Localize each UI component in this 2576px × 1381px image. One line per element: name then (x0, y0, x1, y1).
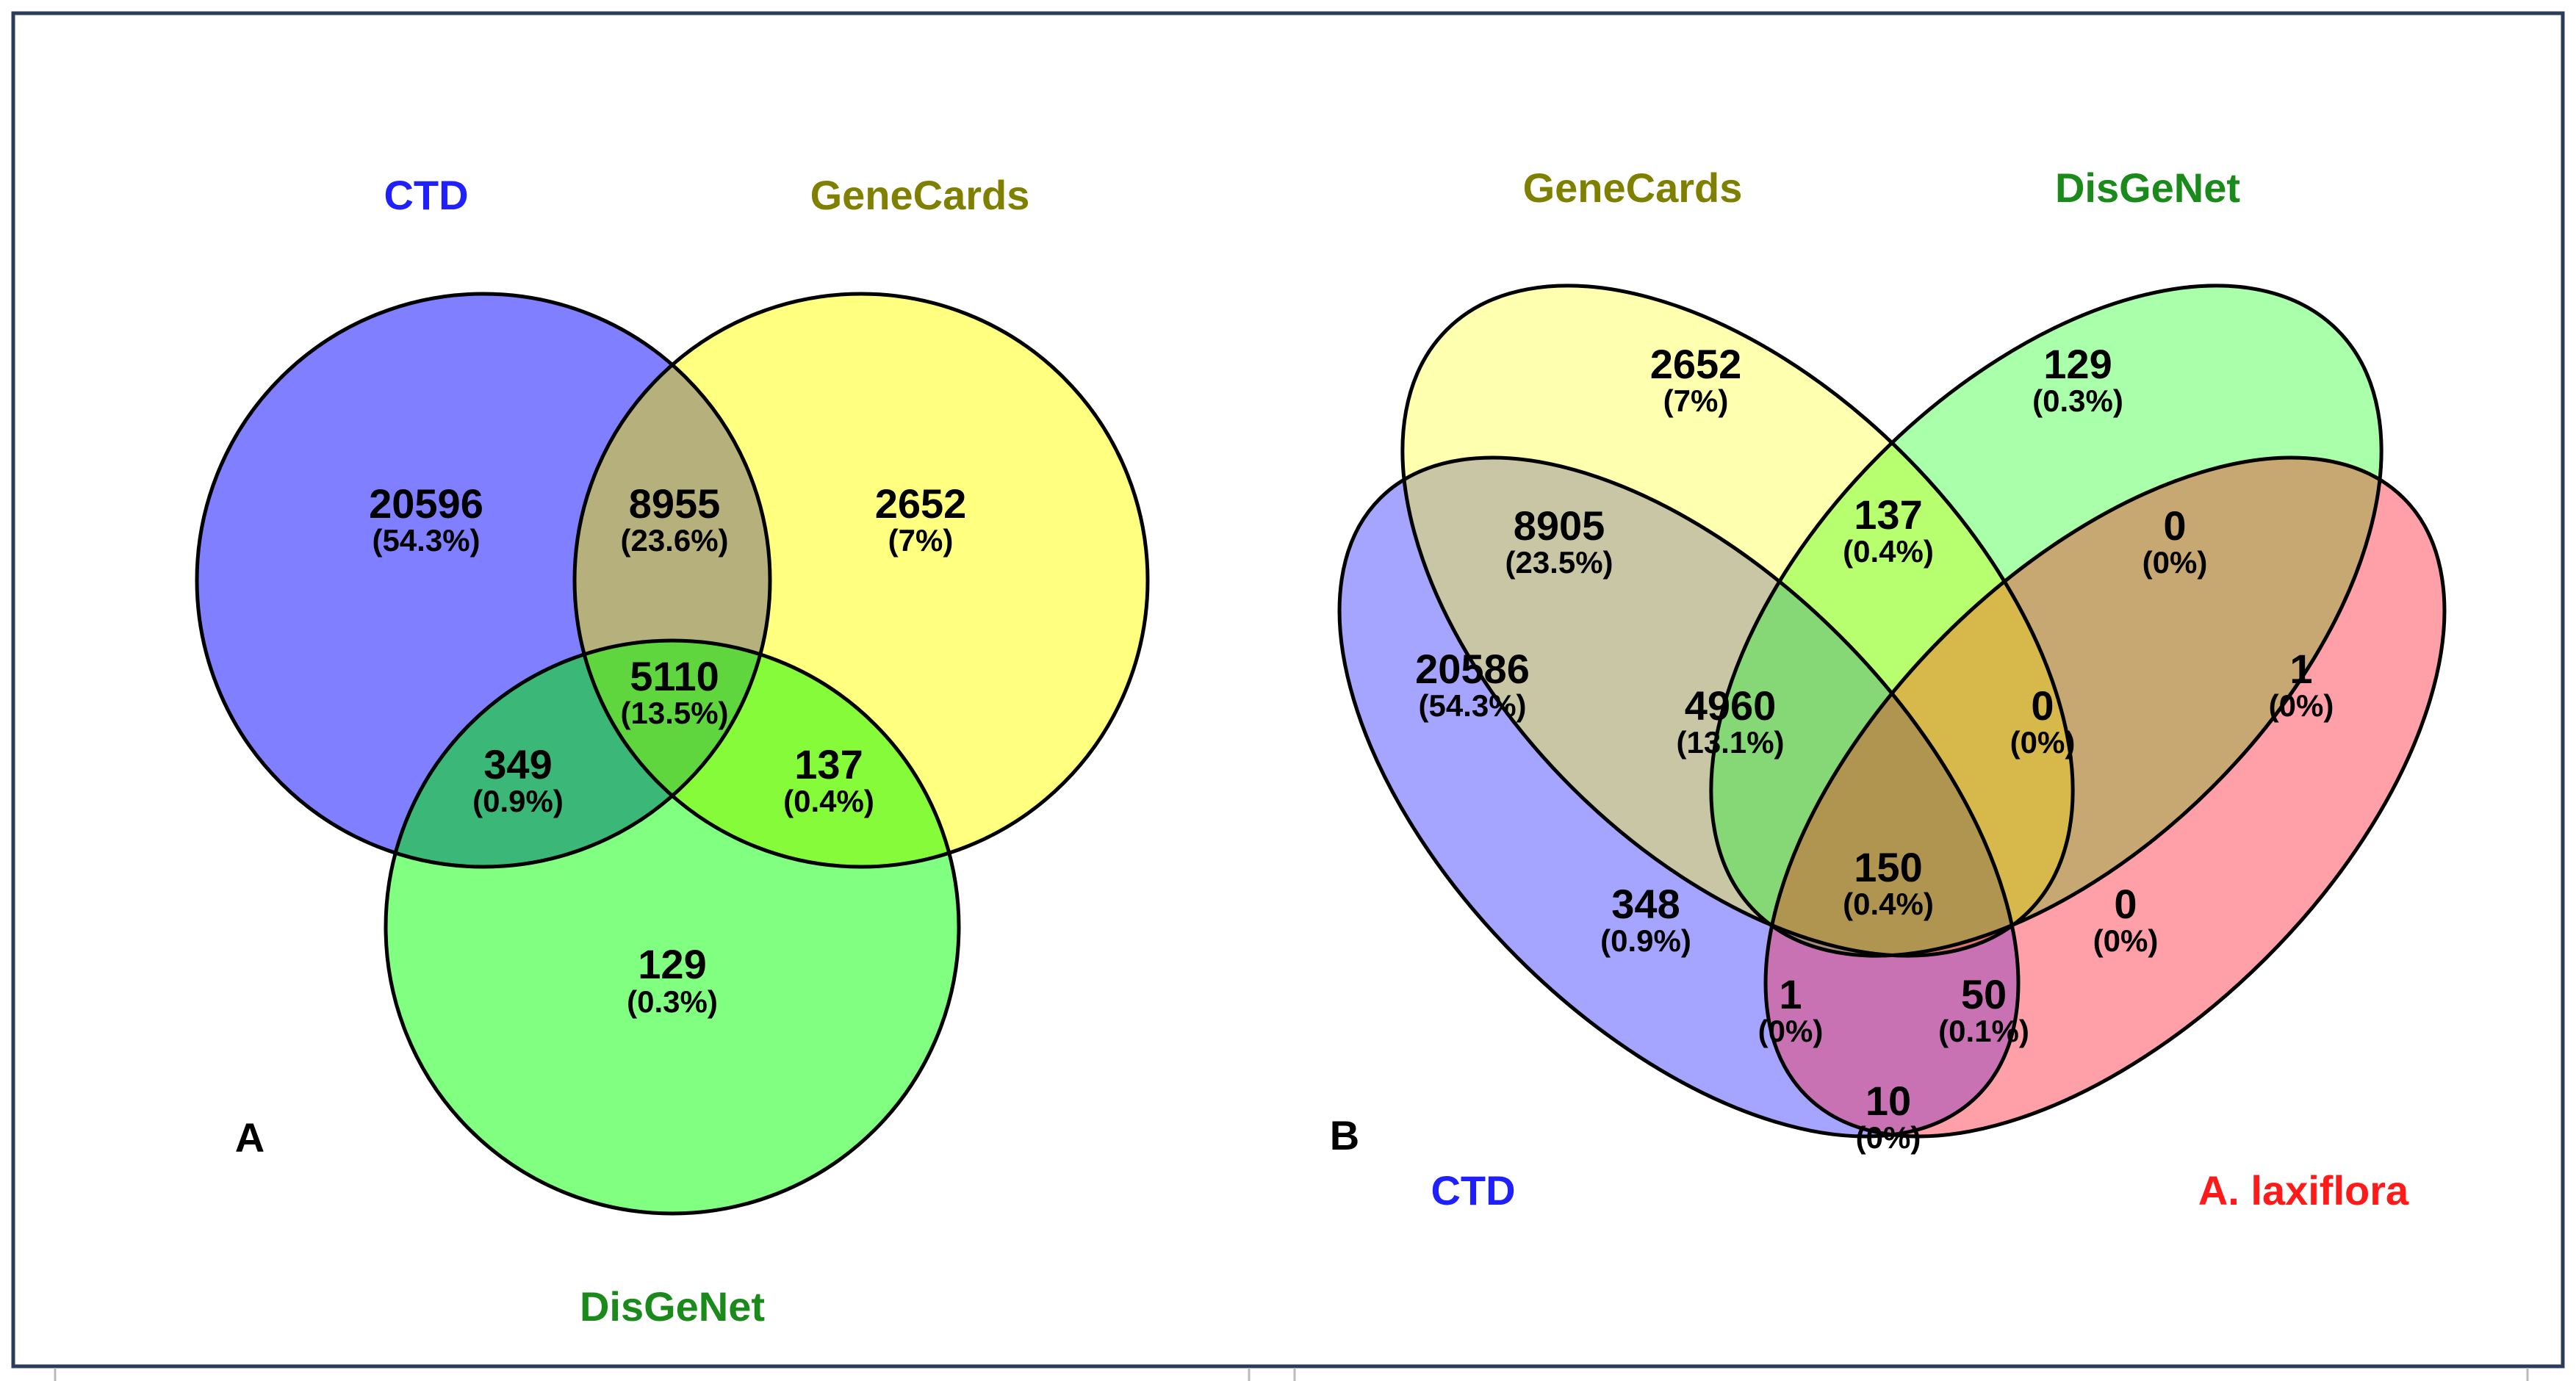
region-count: 0 (2031, 682, 2054, 729)
region-percent: (0%) (2010, 725, 2076, 760)
alaxiflora-set-label: A. laxiflora (2198, 1167, 2409, 1214)
region-percent: (0.4%) (1843, 887, 1934, 921)
region-percent: (0%) (2143, 545, 2208, 580)
region-count: 137 (1854, 491, 1922, 538)
genecards-set-label: GeneCards (810, 172, 1030, 218)
region-count: 20596 (369, 480, 483, 527)
region-count: 0 (2163, 502, 2186, 549)
region-count: 1 (2289, 646, 2312, 692)
region-count: 349 (483, 741, 552, 787)
region-percent: (23.6%) (620, 523, 728, 558)
panel-a-venn: CTD GeneCards DisGeNet A 20596 (54.3%) 8… (195, 172, 1150, 1330)
region-percent: (13.5%) (620, 696, 728, 730)
region-percent: (54.3%) (372, 523, 480, 558)
region-count: 5110 (630, 653, 719, 699)
region-count: 150 (1854, 844, 1922, 890)
panel-a-letter: A (235, 1114, 265, 1161)
panel-b-venn: GeneCards DisGeNet CTD A. laxiflora B 26… (1330, 165, 2447, 1214)
region-count: 50 (1961, 971, 2007, 1017)
region-percent: (0.4%) (1843, 534, 1934, 569)
disgenet-set-label: DisGeNet (580, 1283, 765, 1330)
region-count: 348 (1611, 881, 1680, 927)
region-count: 8905 (1514, 502, 1605, 549)
region-percent: (7%) (888, 523, 954, 558)
region-count: 2652 (1650, 341, 1742, 387)
region-percent: (0%) (1856, 1120, 1921, 1155)
ctd-set-label: CTD (1431, 1167, 1515, 1214)
panel-b-letter: B (1330, 1112, 1359, 1158)
region-percent: (7%) (1663, 383, 1729, 418)
region-percent: (0%) (2093, 923, 2159, 958)
region-count: 0 (2114, 881, 2137, 927)
disgenet-set-label: DisGeNet (2055, 165, 2240, 211)
region-percent: (0.3%) (2032, 383, 2123, 418)
region-count: 20586 (1415, 646, 1530, 692)
region-percent: (0.3%) (627, 984, 718, 1019)
region-count: 8955 (629, 480, 721, 527)
region-count: 129 (2043, 341, 2112, 387)
region-percent: (54.3%) (1418, 688, 1526, 723)
ctd-set-label: CTD (384, 172, 468, 218)
region-count: 2652 (875, 480, 967, 527)
region-count: 137 (794, 741, 863, 787)
region-count: 4960 (1685, 682, 1777, 729)
region-count: 10 (1866, 1078, 1911, 1124)
figure-border (11, 11, 2565, 1369)
genecards-set-label: GeneCards (1523, 165, 1743, 211)
region-percent: (23.5%) (1505, 545, 1613, 580)
region-percent: (0%) (2269, 688, 2334, 723)
region-percent: (0%) (1758, 1014, 1824, 1048)
region-count: 1 (1779, 971, 1802, 1017)
region-percent: (13.1%) (1676, 725, 1784, 760)
region-percent: (0.4%) (783, 784, 874, 818)
region-count: 129 (638, 941, 706, 987)
region-percent: (0.9%) (472, 784, 564, 818)
region-percent: (0.9%) (1600, 923, 1691, 958)
region-percent: (0.1%) (1938, 1014, 2029, 1048)
